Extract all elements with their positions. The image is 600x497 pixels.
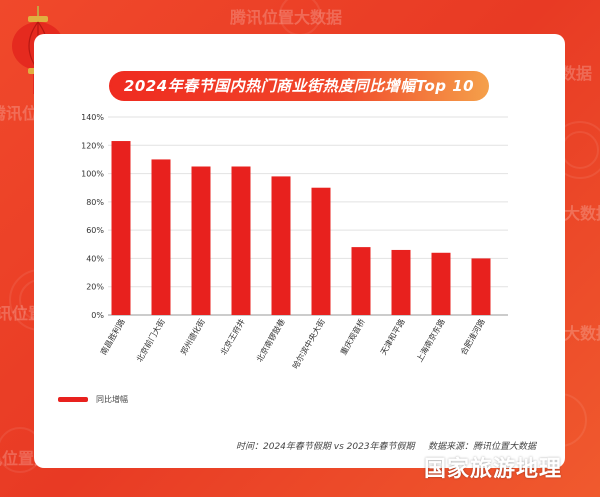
y-tick-label: 80% — [86, 198, 104, 207]
x-tick-label: 重庆观音桥 — [338, 317, 367, 357]
legend-label: 同比增幅 — [96, 395, 128, 404]
chart-title: 2024年春节国内热门商业街热度同比增幅Top 10 — [109, 71, 489, 101]
bar — [111, 141, 131, 315]
x-tick-label: 北京前门大街 — [134, 317, 167, 364]
footer-source-note: 数据来源：腾讯位置大数据 — [428, 442, 537, 452]
x-tick-label: 哈尔滨中央大街 — [290, 317, 327, 370]
bar — [311, 187, 331, 315]
watermark: 腾讯位置大数据 — [230, 8, 343, 27]
brand-logo: 国家旅游地理 — [424, 457, 563, 482]
bar — [151, 159, 171, 315]
x-tick-label: 北京王府井 — [218, 317, 247, 357]
bar — [271, 176, 291, 315]
y-tick-label: 120% — [81, 141, 104, 150]
x-tick-label: 合肥淮河路 — [458, 317, 487, 357]
bar — [231, 166, 251, 315]
y-tick-label: 20% — [86, 283, 104, 292]
y-tick-label: 0% — [91, 311, 104, 320]
y-tick-label: 100% — [81, 170, 104, 179]
y-tick-label: 40% — [86, 254, 104, 263]
bar — [191, 166, 211, 315]
x-tick-label: 天津和平路 — [378, 317, 407, 357]
x-tick-label: 南昌胜利路 — [98, 317, 127, 357]
x-tick-label: 上海南京东路 — [414, 317, 447, 364]
legend-swatch — [58, 397, 88, 402]
x-tick-label: 北京南锣鼓巷 — [254, 317, 287, 364]
bar — [431, 252, 451, 315]
footer-time-note: 时间：2024年春节假期 vs 2023年春节假期 — [236, 442, 415, 452]
bar — [391, 249, 411, 315]
y-tick-label: 140% — [81, 113, 104, 122]
bar — [471, 258, 491, 315]
x-tick-label: 郑州德化街 — [178, 317, 207, 357]
legend: 同比增幅 — [58, 394, 128, 405]
y-tick-label: 60% — [86, 226, 104, 235]
bar — [351, 247, 371, 315]
